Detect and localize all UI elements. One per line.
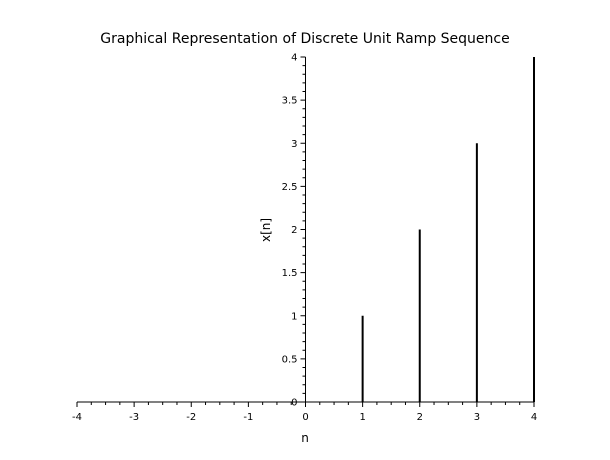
y-tick-label: 2 [291,225,297,236]
y-tick-label: 0 [291,398,297,409]
x-tick-label: -1 [243,412,253,423]
x-tick-label: 0 [302,412,308,423]
axes: -4 -3 -2 -1 0 1 2 3 4 0 0.5 1 1.5 2 2.5 3 3.5 4 [72,53,537,424]
y-axis-label: x[n] [259,218,273,242]
y-tick-label: 4 [291,53,297,64]
x-tick-label: 2 [417,412,423,423]
x-tick-label: -3 [129,412,139,423]
y-tick-label: 3.5 [282,96,298,107]
x-tick-label: -4 [72,412,82,423]
chart-title: Graphical Representation of Discrete Uni… [100,31,509,47]
x-axis-label: n [301,431,309,445]
x-tick-label: 3 [474,412,480,423]
y-tick-label: 1.5 [282,268,298,279]
y-tick-label: 3 [291,139,297,150]
x-tick-label: 1 [359,412,365,423]
y-tick-label: 2.5 [282,182,298,193]
x-tick-label: 4 [531,412,537,423]
stems [361,57,535,402]
y-tick-label: 1 [291,311,297,322]
x-tick-label: -2 [186,412,196,423]
y-tick-label: 0.5 [282,354,298,365]
